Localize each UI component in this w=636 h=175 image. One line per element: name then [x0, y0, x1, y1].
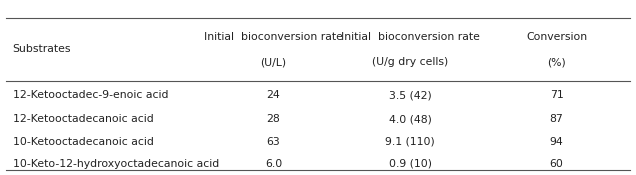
Text: 0.9 (10): 0.9 (10) [389, 159, 432, 169]
Text: 94: 94 [550, 137, 563, 147]
Text: 3.5 (42): 3.5 (42) [389, 90, 432, 100]
Text: 60: 60 [550, 159, 563, 169]
Text: 10-Keto-12-hydroxyoctadecanoic acid: 10-Keto-12-hydroxyoctadecanoic acid [13, 159, 219, 169]
Text: 4.0 (48): 4.0 (48) [389, 114, 432, 124]
Text: (U/L): (U/L) [260, 57, 287, 67]
Text: (U/g dry cells): (U/g dry cells) [372, 57, 448, 67]
Text: 28: 28 [266, 114, 280, 124]
Text: 12-Ketooctadec-9-enoic acid: 12-Ketooctadec-9-enoic acid [13, 90, 168, 100]
Text: Initial  bioconversion rate: Initial bioconversion rate [204, 32, 343, 42]
Text: 6.0: 6.0 [265, 159, 282, 169]
Text: 71: 71 [550, 90, 563, 100]
Text: Conversion: Conversion [526, 32, 587, 42]
Text: 12-Ketooctadecanoic acid: 12-Ketooctadecanoic acid [13, 114, 153, 124]
Text: Initial  bioconversion rate: Initial bioconversion rate [341, 32, 480, 42]
Text: 87: 87 [550, 114, 563, 124]
Text: Substrates: Substrates [13, 44, 71, 54]
Text: 9.1 (110): 9.1 (110) [385, 137, 435, 147]
Text: 10-Ketooctadecanoic acid: 10-Ketooctadecanoic acid [13, 137, 154, 147]
Text: (%): (%) [547, 57, 566, 67]
Text: 63: 63 [266, 137, 280, 147]
Text: 24: 24 [266, 90, 280, 100]
